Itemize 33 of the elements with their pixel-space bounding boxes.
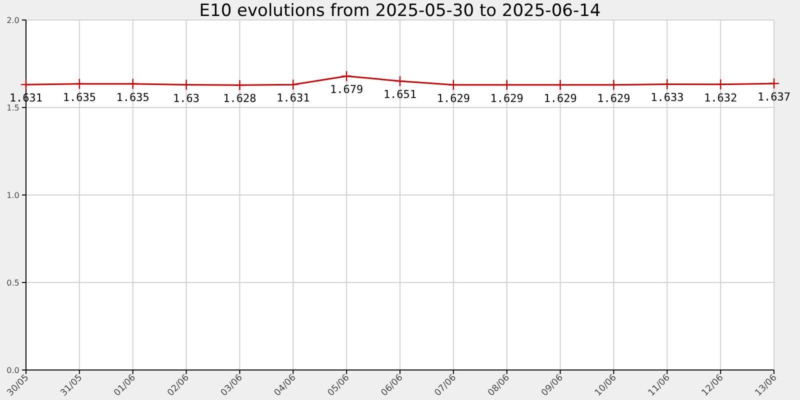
y-tick-label: 0.5 bbox=[6, 278, 20, 288]
data-label: 1.635 bbox=[62, 90, 96, 104]
point bbox=[288, 78, 299, 90]
data-label: 1.679 bbox=[330, 83, 364, 96]
point bbox=[127, 78, 138, 90]
data-label: 1.651 bbox=[383, 88, 417, 102]
data-label: 1.635 bbox=[116, 90, 150, 104]
data-label: 1.629 bbox=[544, 92, 577, 105]
data-label: 1.632 bbox=[704, 91, 738, 104]
point bbox=[340, 70, 352, 82]
point bbox=[234, 80, 246, 91]
y-tick-label: 0.0 bbox=[6, 366, 20, 375]
point bbox=[448, 79, 460, 91]
data-label: 1.637 bbox=[757, 90, 791, 104]
y-tick-label: 1.5 bbox=[6, 104, 20, 112]
chart-title: E10 evolutions from 2025-05-30 to 2025-06-14 bbox=[199, 1, 601, 21]
data-label: 1.631 bbox=[276, 92, 310, 105]
point bbox=[768, 78, 780, 90]
y-tick-label: 2.0 bbox=[6, 16, 20, 25]
data-label: 1.633 bbox=[650, 91, 684, 104]
data-label: 1.629 bbox=[490, 92, 524, 105]
data-label: 1.628 bbox=[223, 92, 256, 106]
data-label: 1.629 bbox=[597, 92, 630, 105]
point bbox=[74, 78, 86, 90]
point bbox=[394, 75, 406, 87]
y-tick-label: 1.0 bbox=[6, 191, 20, 200]
point bbox=[608, 79, 620, 91]
point bbox=[501, 79, 512, 91]
data-label: 1.63 bbox=[173, 92, 200, 105]
data-label: 1.629 bbox=[436, 92, 470, 105]
point bbox=[554, 79, 566, 91]
point bbox=[20, 78, 32, 90]
point bbox=[714, 78, 726, 90]
